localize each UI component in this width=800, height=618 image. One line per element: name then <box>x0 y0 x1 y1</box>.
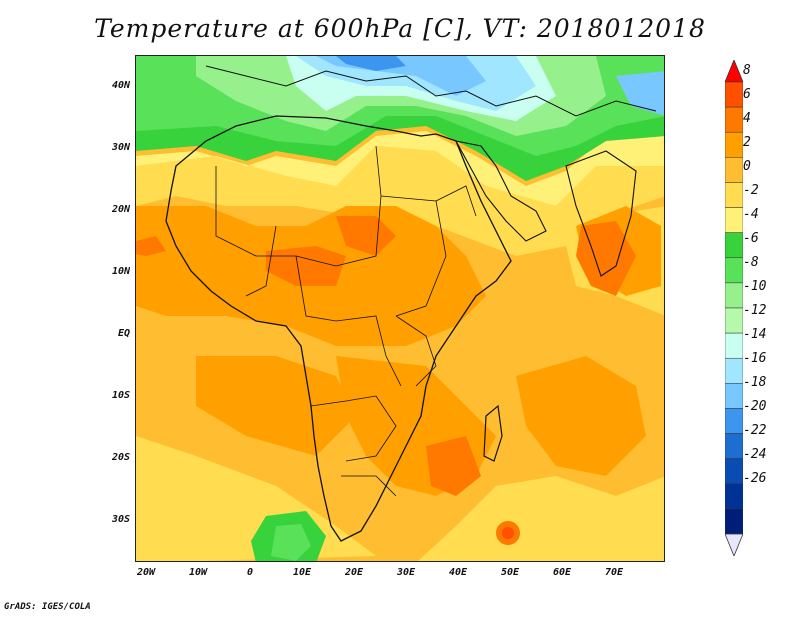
colorbar-segment <box>725 383 743 409</box>
colorbar-label-6: 6 <box>743 87 751 102</box>
africa-coastline <box>165 115 512 542</box>
cold-pocket-northeast <box>616 71 664 116</box>
colorbar-segment <box>725 131 743 158</box>
hotspot-south-ocean-core <box>502 527 514 539</box>
colorbar-label-8: 8 <box>743 63 751 78</box>
india-coastline <box>565 150 637 277</box>
temperature-band-indian-ocean <box>516 356 646 476</box>
credit-text: GrADS: IGES/COLA <box>4 602 91 612</box>
hotspot-atlantic-edge <box>136 236 166 256</box>
temperature-band-atlantic <box>196 356 356 456</box>
arabia-coastline <box>454 140 547 242</box>
madagascar-coastline <box>483 404 503 462</box>
y-tick-10n: 10N <box>111 266 130 277</box>
y-tick-40n: 40N <box>111 80 130 91</box>
colorbar-label-minus-16: -16 <box>743 351 767 366</box>
colorbar-segment <box>725 508 743 535</box>
colorbar-label-minus-26: -26 <box>743 471 767 486</box>
colorbar-segment <box>725 257 743 284</box>
hotspot-chad <box>336 216 396 256</box>
colorbar-label-minus-8: -8 <box>743 255 759 270</box>
colorbar-segment <box>725 307 743 334</box>
x-tick-10w: 10W <box>188 567 208 578</box>
colorbar-segment <box>725 332 743 359</box>
colorbar-label-minus-10: -10 <box>743 279 767 294</box>
colorbar-segment <box>725 282 743 309</box>
map-title: Temperature at 600hPa [C], VT: 201801201… <box>94 14 706 43</box>
y-tick-eq: EQ <box>117 328 130 339</box>
colorbar-label-minus-2: -2 <box>743 183 759 198</box>
colorbar-segment <box>725 408 743 434</box>
x-tick-20w: 20W <box>136 567 156 578</box>
colorbar-segment <box>725 106 743 133</box>
colorbar-top-arrow <box>725 60 743 83</box>
x-tick-0: 0 <box>246 567 254 578</box>
y-tick-20n: 20N <box>111 204 130 215</box>
y-tick-10s: 10S <box>111 390 130 401</box>
colorbar-segment <box>725 81 743 108</box>
temperature-map <box>135 55 665 562</box>
temperature-band-0-to-2 <box>136 146 664 256</box>
colorbar-segment <box>725 157 743 183</box>
colorbar <box>725 60 743 556</box>
colorbar-label-minus-18: -18 <box>743 375 767 390</box>
x-tick-60e: 60E <box>552 567 572 578</box>
y-tick-20s: 20S <box>111 452 130 463</box>
x-tick-70e: 70E <box>604 567 624 578</box>
colorbar-segment <box>725 483 743 510</box>
hotspot-mozambique <box>426 436 481 496</box>
colorbar-label-minus-6: -6 <box>743 231 759 246</box>
colorbar-label-minus-4: -4 <box>743 207 759 222</box>
x-tick-20e: 20E <box>344 567 364 578</box>
colorbar-segment <box>725 357 743 384</box>
colorbar-segment <box>725 433 743 459</box>
colorbar-label-minus-12: -12 <box>743 303 767 318</box>
colorbar-segment <box>725 458 743 485</box>
map-svg <box>136 56 664 561</box>
temperature-band-minus-2-to-0 <box>136 126 664 206</box>
colorbar-label-0: 0 <box>743 159 751 174</box>
colorbar-label-minus-14: -14 <box>743 327 767 342</box>
y-tick-30n: 30N <box>111 142 130 153</box>
colorbar-label-4: 4 <box>743 111 751 126</box>
colorbar-segment <box>725 182 743 208</box>
x-tick-30e: 30E <box>396 567 416 578</box>
y-tick-30s: 30S <box>111 514 130 525</box>
x-tick-50e: 50E <box>500 567 520 578</box>
hotspot-india <box>576 221 636 296</box>
temperature-band-minus-16-to-minus-18 <box>336 56 406 71</box>
cold-pocket-south-atlantic-core <box>271 524 311 561</box>
colorbar-segment <box>725 232 743 259</box>
colorbar-label-minus-24: -24 <box>743 447 767 462</box>
temperature-band-south-east <box>418 476 664 561</box>
colorbar-label-minus-20: -20 <box>743 399 767 414</box>
colorbar-label-2: 2 <box>743 135 751 150</box>
mediterranean-coastline <box>205 65 657 117</box>
colorbar-label-minus-22: -22 <box>743 423 767 438</box>
country-borders <box>215 145 477 497</box>
x-tick-10e: 10E <box>292 567 312 578</box>
x-tick-40e: 40E <box>448 567 468 578</box>
colorbar-bottom-arrow <box>725 533 743 556</box>
colorbar-segment <box>725 207 743 233</box>
